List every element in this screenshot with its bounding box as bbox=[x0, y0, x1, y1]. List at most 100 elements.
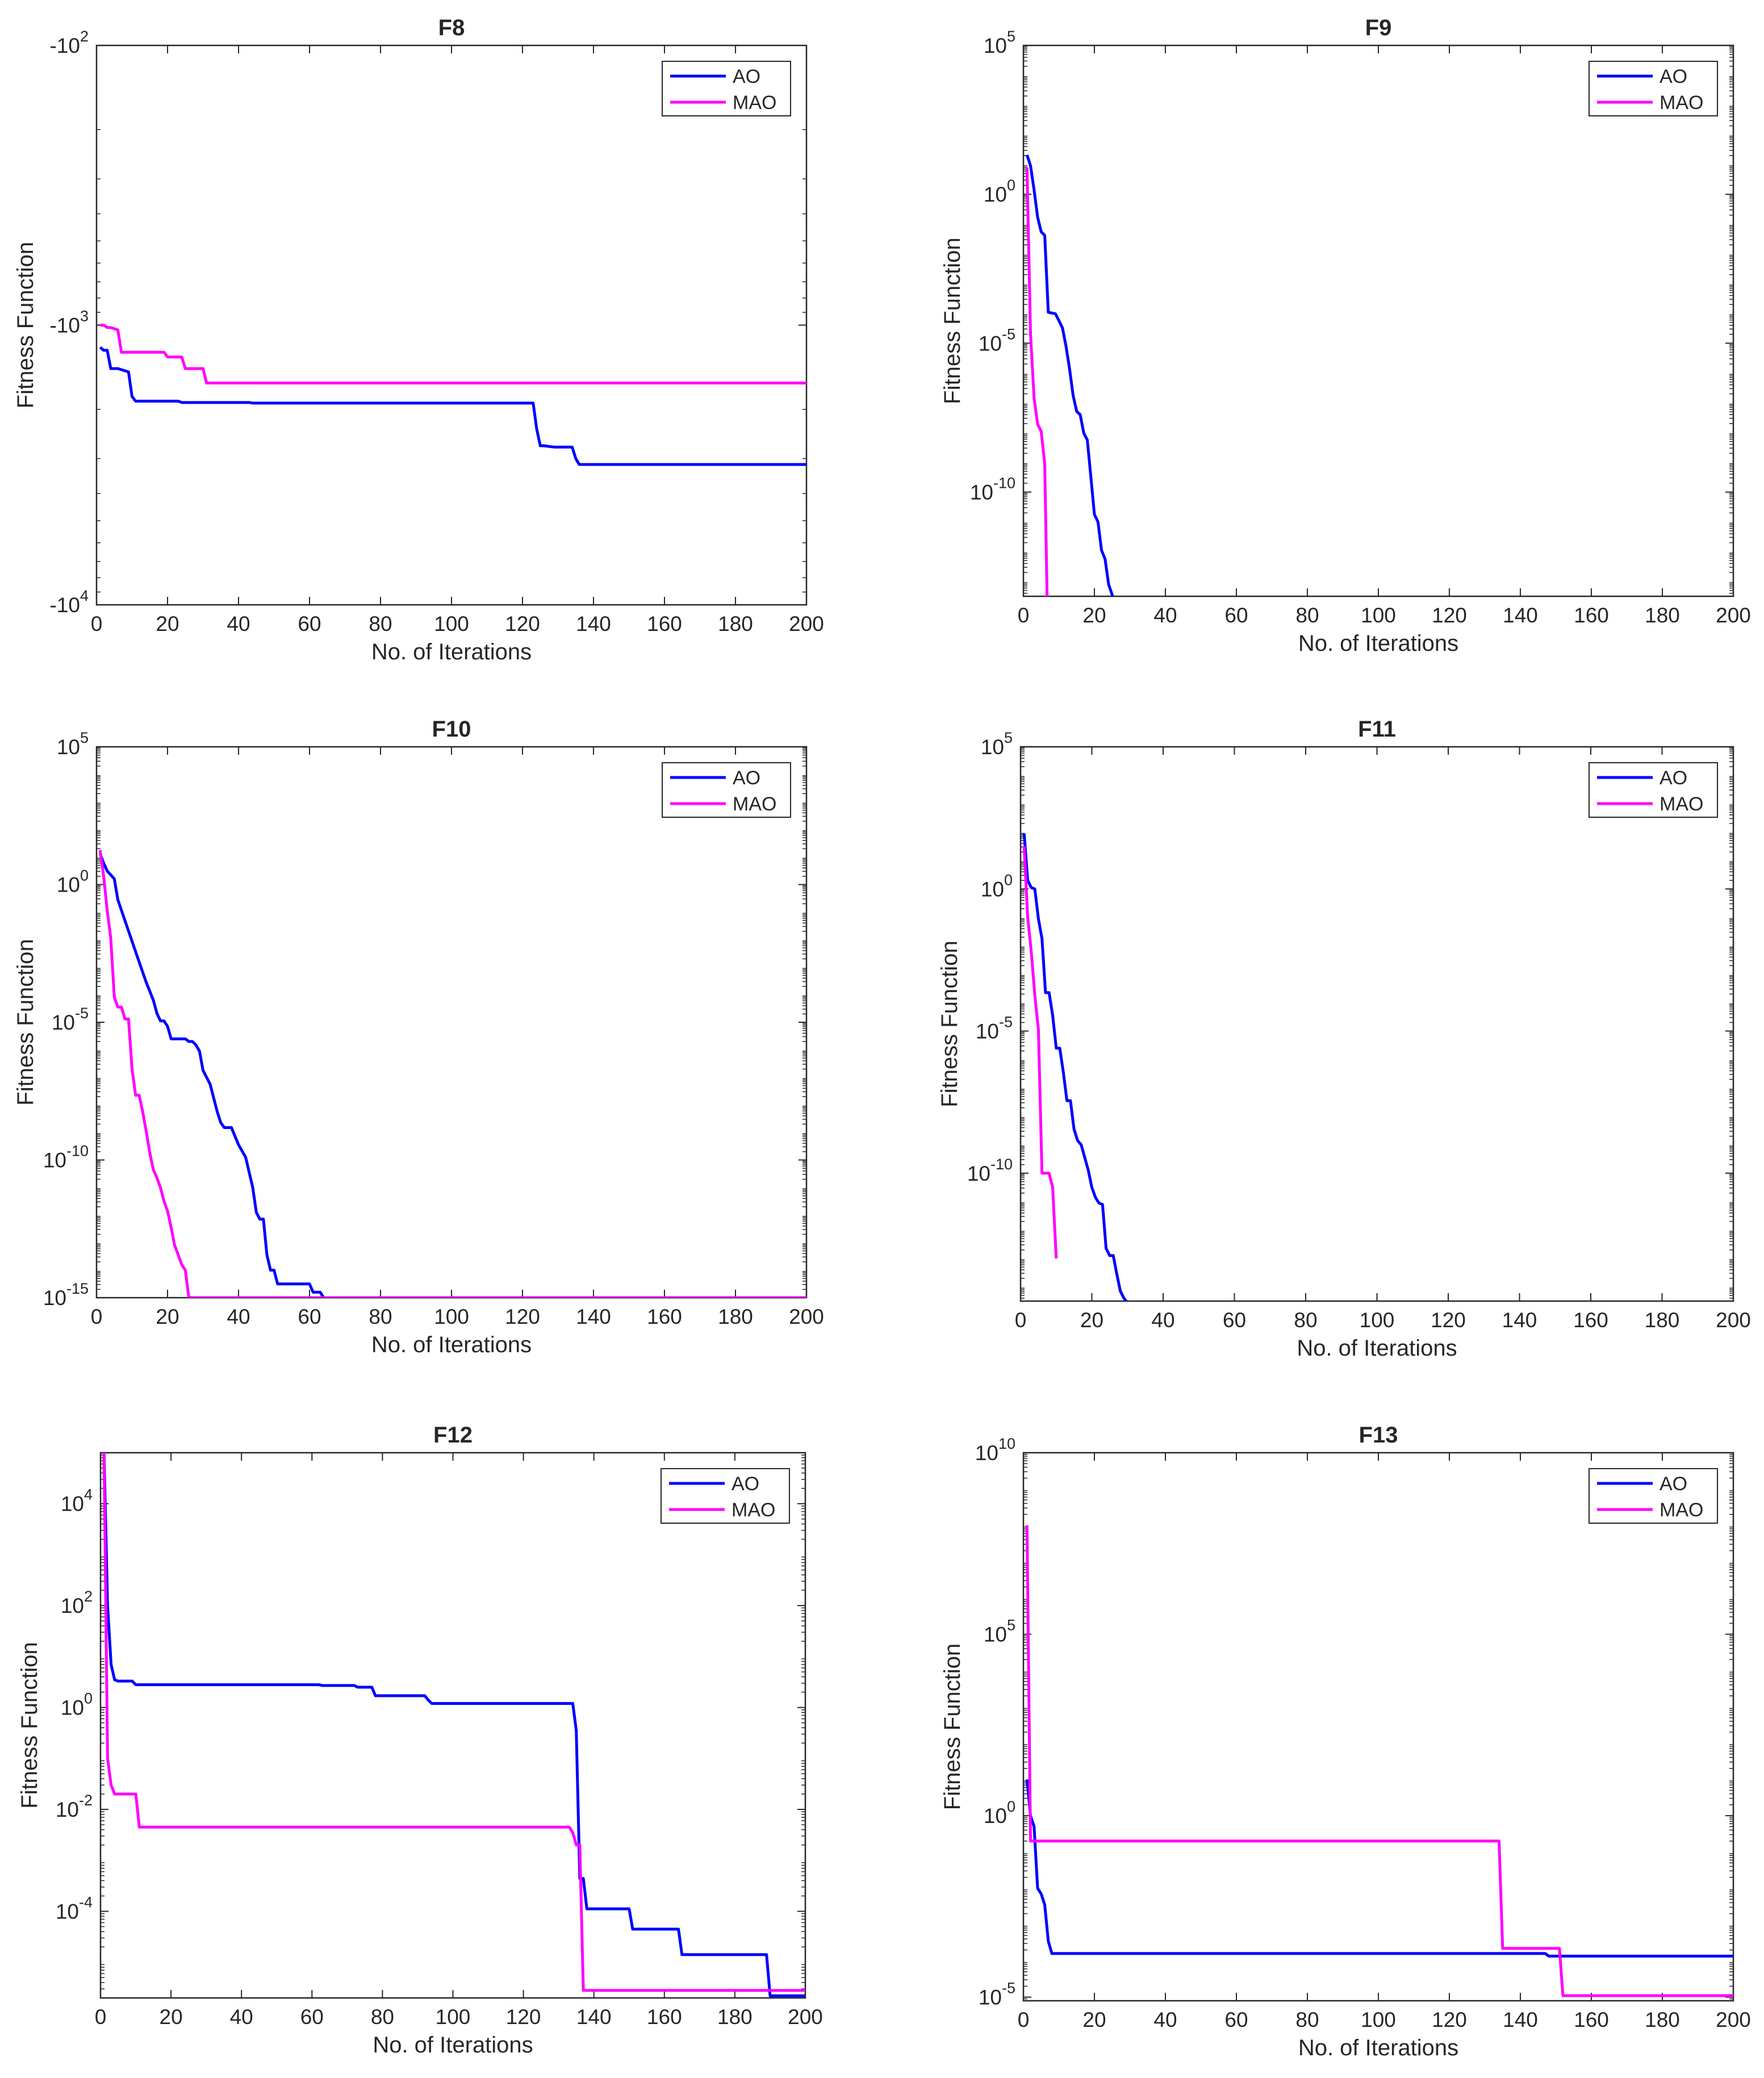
series-line-ao bbox=[1022, 833, 1128, 1301]
x-tick-label: 0 bbox=[91, 612, 103, 635]
x-tick-label: 40 bbox=[1151, 1308, 1174, 1332]
legend-label-ao: AO bbox=[1660, 767, 1687, 789]
y-tick-label: 100 bbox=[984, 1798, 1015, 1828]
y-tick-label: 1010 bbox=[975, 1435, 1015, 1465]
y-tick-label: 10-5 bbox=[979, 1980, 1015, 2009]
x-tick-label: 180 bbox=[1645, 1308, 1680, 1332]
x-tick-label: 180 bbox=[1645, 604, 1680, 627]
x-tick-label: 160 bbox=[1574, 2008, 1609, 2031]
plot-area bbox=[1022, 1452, 1734, 2002]
legend: AO MAO bbox=[662, 762, 791, 818]
x-tick-label: 80 bbox=[371, 2005, 394, 2029]
x-axis-label: No. of Iterations bbox=[371, 1332, 532, 1357]
chart-title: F8 bbox=[438, 15, 465, 40]
legend: AO MAO bbox=[661, 1468, 790, 1524]
x-axis-label: No. of Iterations bbox=[1298, 2035, 1458, 2060]
chart-F13: F13 0 20 40 60 80 100 120 140 160 180 200 1010 105 100… bbox=[940, 1423, 1751, 2060]
y-tick-label: 102 bbox=[61, 1588, 93, 1617]
legend-box bbox=[661, 1468, 790, 1524]
legend-label-ao: AO bbox=[1660, 1473, 1687, 1495]
legend-label-ao: AO bbox=[733, 66, 760, 87]
legend-label-mao: MAO bbox=[733, 92, 776, 114]
x-tick-label: 80 bbox=[369, 1305, 392, 1328]
x-tick-label: 60 bbox=[298, 1305, 321, 1328]
plot-area bbox=[95, 44, 808, 606]
x-tick-label: 120 bbox=[1431, 1308, 1466, 1332]
y-tick-label: 10-10 bbox=[43, 1143, 89, 1172]
legend-label-mao: MAO bbox=[1660, 793, 1703, 815]
x-tick-label: 120 bbox=[505, 1305, 540, 1328]
x-tick-label: 160 bbox=[647, 612, 682, 635]
y-tick-label: 105 bbox=[981, 729, 1013, 759]
series-line-ao bbox=[1025, 1779, 1733, 1958]
legend-box bbox=[662, 61, 791, 116]
y-tick-label: -104 bbox=[49, 587, 89, 617]
series-line-mao bbox=[98, 850, 806, 1298]
x-tick-label: 180 bbox=[718, 612, 753, 635]
legend-label-mao: MAO bbox=[1660, 1499, 1703, 1521]
series-line-ao bbox=[98, 853, 806, 1298]
x-tick-label: 0 bbox=[91, 1305, 103, 1328]
x-tick-label: 60 bbox=[1223, 1308, 1246, 1332]
series-line-mao bbox=[100, 324, 806, 384]
y-tick-label: 10-4 bbox=[56, 1893, 93, 1923]
y-tick-label: 105 bbox=[984, 1617, 1015, 1646]
chart-F11: F11 0 20 40 60 80 100 120 140 160 180 200 105 100 10-5… bbox=[937, 717, 1751, 1361]
x-tick-label: 140 bbox=[576, 612, 611, 635]
x-tick-label: 40 bbox=[230, 2005, 253, 2029]
y-axis-label: Fitness Function bbox=[13, 939, 38, 1105]
x-tick-label: 140 bbox=[1503, 604, 1538, 627]
x-tick-label: 100 bbox=[1360, 1308, 1395, 1332]
legend-label-mao: MAO bbox=[731, 1499, 775, 1521]
y-tick-label: 100 bbox=[61, 1690, 93, 1720]
x-tick-label: 160 bbox=[647, 1305, 682, 1328]
x-tick-label: 80 bbox=[369, 612, 392, 635]
x-tick-label: 120 bbox=[505, 612, 540, 635]
y-axis-label: Fitness Function bbox=[940, 1644, 965, 1810]
y-tick-label: 100 bbox=[981, 871, 1013, 901]
legend: AO MAO bbox=[1589, 1468, 1718, 1524]
x-tick-label: 0 bbox=[1018, 2008, 1030, 2031]
legend-label-ao: AO bbox=[731, 1473, 759, 1495]
y-tick-label: 105 bbox=[984, 28, 1015, 57]
y-tick-label: 100 bbox=[984, 177, 1015, 206]
chart-F9: F9 0 20 40 60 80 100 120 140 160 180 200 105 100 10-5 1… bbox=[940, 15, 1751, 656]
y-axis-label: Fitness Function bbox=[937, 940, 962, 1107]
legend: AO MAO bbox=[662, 61, 791, 116]
chart-F10: F10 0 20 40 60 80 100 120 140 160 180 200 105 100 10-5… bbox=[13, 717, 824, 1357]
chart-F8: F8 0 20 40 60 80 100 120 140 160 180 200 -102 -103 -10… bbox=[13, 15, 824, 664]
x-tick-label: 180 bbox=[1645, 2008, 1680, 2031]
plot-area bbox=[95, 746, 808, 1299]
legend-box bbox=[662, 762, 791, 818]
x-tick-label: 60 bbox=[298, 612, 321, 635]
x-tick-label: 120 bbox=[506, 2005, 541, 2029]
x-tick-label: 40 bbox=[227, 612, 250, 635]
x-tick-label: 180 bbox=[718, 1305, 753, 1328]
y-tick-label: -103 bbox=[49, 308, 89, 337]
x-tick-label: 20 bbox=[156, 612, 179, 635]
y-tick-label: 104 bbox=[61, 1486, 93, 1516]
x-tick-label: 100 bbox=[1361, 604, 1396, 627]
chart-title: F12 bbox=[433, 1423, 473, 1448]
chart-title: F10 bbox=[432, 717, 471, 742]
x-tick-label: 200 bbox=[789, 1305, 824, 1328]
plot-area bbox=[99, 1452, 806, 1999]
x-tick-label: 100 bbox=[436, 2005, 471, 2029]
y-axis-label: Fitness Function bbox=[17, 1642, 42, 1808]
series-line-mao bbox=[1025, 168, 1049, 596]
y-tick-label: 10-5 bbox=[979, 325, 1015, 355]
y-tick-label: -102 bbox=[49, 28, 89, 57]
series-line-mao bbox=[102, 1453, 805, 1992]
x-tick-label: 20 bbox=[160, 2005, 183, 2029]
series-line-ao bbox=[102, 1453, 805, 1997]
x-tick-label: 0 bbox=[1018, 604, 1030, 627]
x-tick-label: 160 bbox=[647, 2005, 682, 2029]
x-tick-label: 200 bbox=[1716, 1308, 1751, 1332]
y-tick-label: 10-10 bbox=[970, 474, 1015, 504]
plot-area bbox=[1022, 44, 1734, 597]
series-line-ao bbox=[99, 346, 806, 466]
x-tick-label: 60 bbox=[1224, 604, 1248, 627]
x-tick-label: 40 bbox=[227, 1305, 250, 1328]
x-tick-label: 200 bbox=[788, 2005, 823, 2029]
x-axis-label: No. of Iterations bbox=[1298, 631, 1458, 656]
